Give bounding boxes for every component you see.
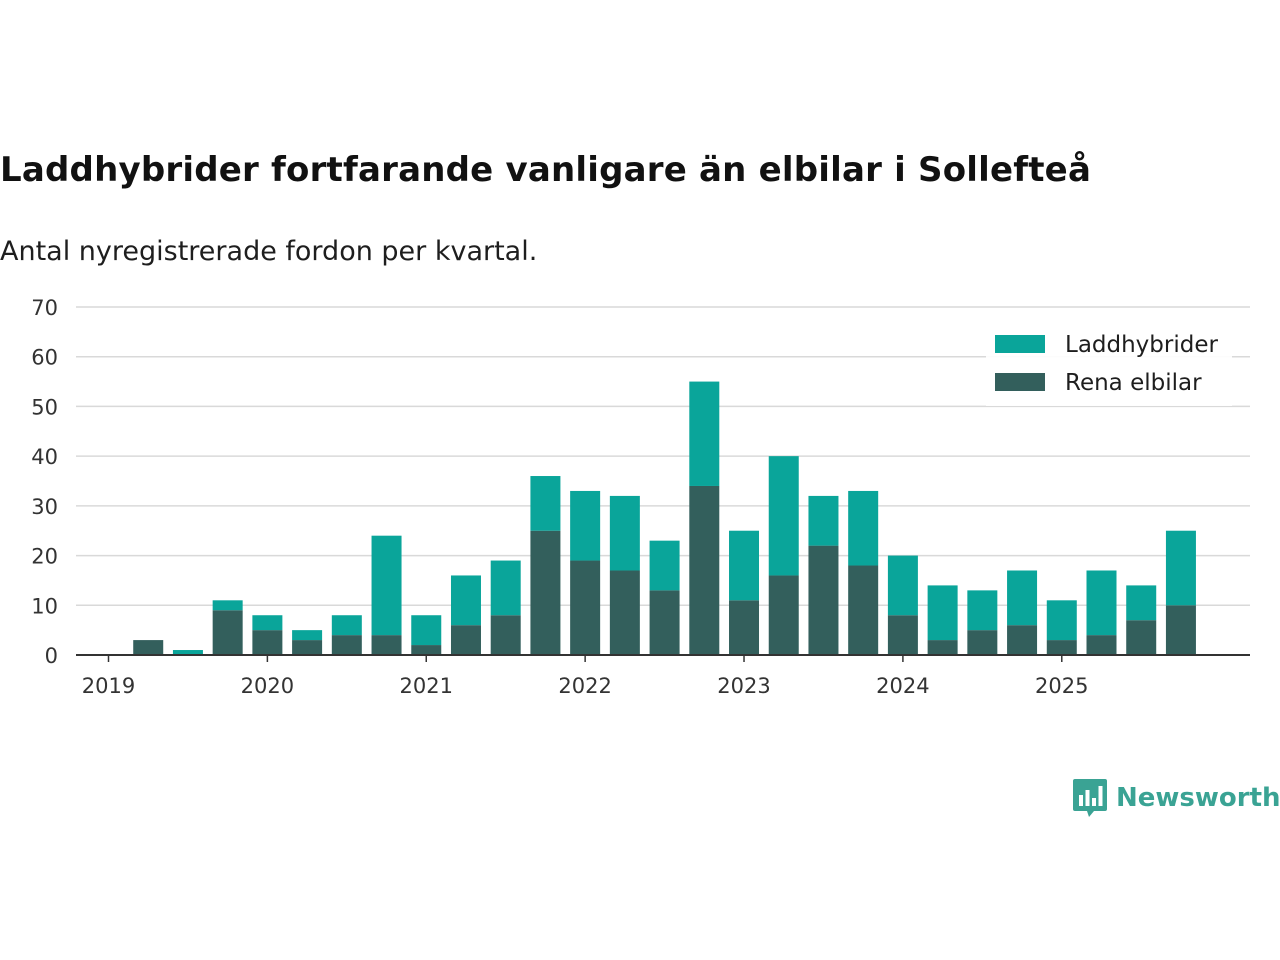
x-tick-label: 2023 <box>717 674 770 698</box>
bar-rena-elbilar <box>649 590 680 655</box>
bar-rena-elbilar <box>927 640 958 655</box>
bar-rena-elbilar <box>212 610 243 655</box>
bar-laddhybrider <box>808 495 839 546</box>
bar-laddhybrider <box>729 530 760 601</box>
bar-rena-elbilar <box>490 615 521 655</box>
bar-laddhybrider <box>1007 570 1038 626</box>
bar-laddhybrider <box>927 585 958 641</box>
bar-laddhybrider <box>967 590 998 631</box>
bar-rena-elbilar <box>292 640 323 655</box>
y-tick-label: 60 <box>31 346 58 370</box>
bar-rena-elbilar <box>411 645 442 655</box>
bar-laddhybrider <box>609 495 640 571</box>
bar-rena-elbilar <box>848 565 879 655</box>
bar-rena-elbilar <box>530 530 561 655</box>
newsworthy-logo-icon <box>1073 779 1107 817</box>
x-tick-label: 2019 <box>82 674 135 698</box>
bar-rena-elbilar <box>689 485 720 655</box>
bar-laddhybrider <box>570 490 601 561</box>
bar-laddhybrider <box>252 615 283 631</box>
x-tick-label: 2021 <box>400 674 453 698</box>
bar-rena-elbilar <box>450 625 481 655</box>
y-tick-label: 10 <box>31 594 58 618</box>
bar-laddhybrider <box>649 540 680 591</box>
bar-rena-elbilar <box>570 560 601 655</box>
stacked-bar-chart: 0 10 20 30 40 50 60 70 2019 2020 2021 2022 2023 2024… <box>31 296 1250 698</box>
legend-label: Laddhybrider <box>1065 332 1218 358</box>
bar-rena-elbilar <box>808 545 839 655</box>
bar-rena-elbilar <box>371 635 402 655</box>
bar-rena-elbilar <box>967 630 998 655</box>
bar-rena-elbilar <box>1046 640 1077 655</box>
y-tick-label: 20 <box>31 545 58 569</box>
x-tick-label: 2025 <box>1035 674 1088 698</box>
bar-laddhybrider <box>887 555 918 616</box>
chart-title: Laddhybrider fortfarande vanligare än el… <box>0 150 1092 190</box>
brand-name: Newsworthy <box>1116 783 1280 813</box>
chart-subtitle: Antal nyregistrerade fordon per kvartal. <box>0 236 538 267</box>
bar-laddhybrider <box>172 650 203 655</box>
y-tick-label: 50 <box>31 395 58 419</box>
bar-rena-elbilar <box>1086 635 1117 655</box>
y-tick-label: 70 <box>31 296 58 320</box>
y-tick-label: 30 <box>31 495 58 519</box>
bar-laddhybrider <box>292 630 323 641</box>
bar-laddhybrider <box>212 600 243 611</box>
y-axis: 0 10 20 30 40 50 60 70 <box>31 296 58 668</box>
bar-laddhybrider <box>411 615 442 646</box>
bar-rena-elbilar <box>768 575 799 655</box>
bars <box>133 381 1196 655</box>
bar-rena-elbilar <box>887 615 918 655</box>
x-axis: 2019 2020 2021 2022 2023 2024 2025 <box>76 654 1250 698</box>
bar-laddhybrider <box>450 575 481 626</box>
brand-logo: Newsworthy <box>1072 776 1280 820</box>
x-tick-label: 2024 <box>876 674 929 698</box>
bar-laddhybrider <box>530 476 561 531</box>
legend-swatch <box>995 335 1045 353</box>
bar-laddhybrider <box>1086 570 1117 636</box>
x-tick-label: 2022 <box>558 674 611 698</box>
bar-laddhybrider <box>490 560 521 616</box>
bar-laddhybrider <box>1126 585 1157 621</box>
bar-rena-elbilar <box>1126 620 1157 655</box>
bar-rena-elbilar <box>609 570 640 655</box>
bar-laddhybrider <box>848 490 879 566</box>
bar-laddhybrider <box>1165 530 1196 606</box>
bar-rena-elbilar <box>1007 625 1038 655</box>
bar-laddhybrider <box>1046 600 1077 641</box>
bar-laddhybrider <box>331 615 362 636</box>
bar-laddhybrider <box>768 456 799 576</box>
legend-label: Rena elbilar <box>1065 370 1202 396</box>
bar-laddhybrider <box>371 535 402 636</box>
x-tick-label: 2020 <box>241 674 294 698</box>
y-tick-label: 0 <box>45 644 58 668</box>
bar-rena-elbilar <box>133 640 164 655</box>
y-tick-label: 40 <box>31 445 58 469</box>
bar-rena-elbilar <box>1165 605 1196 655</box>
legend: Laddhybrider Rena elbilar <box>986 324 1232 406</box>
legend-swatch <box>995 373 1045 391</box>
bar-rena-elbilar <box>331 635 362 655</box>
bar-rena-elbilar <box>252 630 283 655</box>
bar-laddhybrider <box>689 381 720 486</box>
bar-rena-elbilar <box>729 600 760 655</box>
